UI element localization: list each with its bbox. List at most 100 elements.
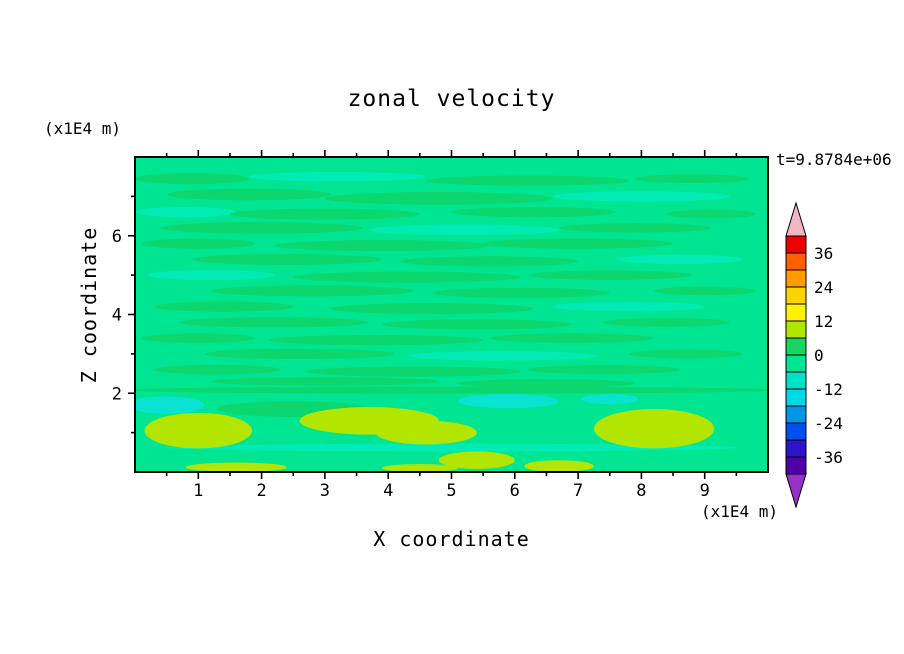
tick-labels: 1 2 3 4 5 6 7 8 9 2 4 6 [112, 227, 710, 501]
colorbar-under-arrow [785, 473, 807, 509]
contour-band-feature [635, 174, 750, 183]
contour-band-feature [160, 221, 363, 234]
y-axis-label: Z coordinate [77, 226, 101, 384]
contour-band-feature [407, 351, 598, 361]
x-tick-label: 8 [636, 481, 646, 501]
contour-band-feature [628, 349, 743, 359]
colorbar-segment [785, 320, 807, 339]
colorbar-segment [785, 303, 807, 322]
contour-band-feature [581, 394, 639, 405]
colorbar-segment [785, 456, 807, 475]
contour-band-feature [483, 238, 674, 249]
colorbar-segment [785, 337, 807, 356]
x-tick-label: 4 [383, 481, 393, 501]
contour-band-feature [369, 224, 560, 236]
contour-features [135, 171, 768, 472]
y-tick-label: 6 [112, 227, 122, 247]
contour-band-feature [179, 317, 370, 328]
x-tick-label: 9 [700, 481, 710, 501]
contour-band-feature [559, 223, 712, 233]
contour-band-feature [166, 443, 737, 452]
contour-band-feature [400, 256, 579, 267]
colorbar-label: -24 [814, 414, 843, 433]
x-tick-label: 3 [320, 481, 330, 501]
colorbar-segment [785, 422, 807, 441]
colorbar-label: 12 [814, 312, 833, 331]
plot-frame [134, 156, 769, 473]
colorbar-segment [785, 252, 807, 271]
x-axis-unit-label: (x1E4 m) [700, 502, 778, 521]
contour-band-feature [331, 303, 534, 315]
contour-band-feature [147, 270, 275, 281]
contour-band-feature [527, 270, 693, 280]
colorbar-label: -36 [814, 448, 843, 467]
contour-band-feature [135, 386, 768, 394]
contour-band-feature [457, 379, 636, 388]
colorbar-label: 24 [814, 278, 833, 297]
contour-band-feature [166, 188, 332, 201]
contour-band-feature [210, 285, 414, 297]
x-tick-label: 6 [510, 481, 520, 501]
contour-band-feature [248, 171, 427, 182]
x-tick-label: 5 [446, 481, 456, 501]
colorbar-segment [785, 405, 807, 424]
contour-band-feature [229, 208, 420, 220]
contour-band-feature [210, 377, 439, 386]
contour-band-feature [438, 451, 515, 469]
colorbar-segment [785, 388, 807, 407]
contour-band-feature [527, 365, 680, 374]
contour-band-feature [552, 191, 731, 202]
contour-band-feature [135, 396, 205, 414]
y-tick-label: 4 [112, 306, 122, 326]
contour-band-feature [654, 286, 756, 296]
contour-band-feature [305, 366, 522, 377]
contour-band-feature [324, 192, 553, 205]
timestamp-annotation: t=9.8784e+06 [776, 150, 892, 169]
contour-band-feature [204, 348, 395, 359]
x-tick-label: 7 [573, 481, 583, 501]
colorbar: 36 24 12 0 -12 -24 -36 [785, 201, 843, 509]
colorbar-segment [785, 439, 807, 458]
contour-band-feature [135, 173, 249, 185]
colorbar-segment [785, 269, 807, 288]
colorbar-label: -12 [814, 380, 843, 399]
contour-band-feature [451, 207, 617, 218]
contour-band-feature [135, 207, 237, 218]
contour-band-feature [593, 409, 715, 449]
colorbar-segment [785, 286, 807, 305]
contour-band-feature [432, 287, 610, 298]
contour-band-feature [616, 254, 743, 265]
contour-band-feature [375, 420, 477, 445]
contour-band-feature [381, 319, 572, 330]
x-tick-label: 1 [193, 481, 203, 501]
colorbar-segment [785, 371, 807, 390]
contour-band-feature [153, 364, 281, 375]
contour-band-feature [144, 412, 253, 449]
colorbar-label: 0 [814, 346, 824, 365]
chart-title: zonal velocity [347, 86, 556, 112]
contour-band-feature [381, 464, 458, 472]
contour-band-feature [185, 462, 287, 472]
y-axis-unit-label: (x1E4 m) [44, 119, 122, 138]
colorbar-over-arrow [785, 201, 807, 237]
contour-band-feature [153, 301, 294, 312]
contour-band-feature [191, 253, 382, 265]
x-tick-label: 2 [256, 481, 266, 501]
y-tick-label: 2 [112, 384, 122, 404]
colorbar-segment [785, 235, 807, 254]
contour-band-feature [457, 394, 560, 409]
contour-band-feature [274, 240, 490, 252]
contour-band-feature [666, 209, 756, 219]
contour-band-feature [141, 333, 256, 343]
contour-band-feature [603, 318, 731, 327]
colorbar-label: 36 [814, 244, 833, 263]
contour-band-feature [524, 460, 594, 472]
contour-band-feature [141, 238, 256, 249]
contour-band-feature [489, 333, 655, 343]
contour-band-feature [552, 301, 705, 312]
contour-band-feature [267, 334, 484, 346]
contour-band-feature [426, 175, 629, 186]
colorbar-segment [785, 354, 807, 373]
